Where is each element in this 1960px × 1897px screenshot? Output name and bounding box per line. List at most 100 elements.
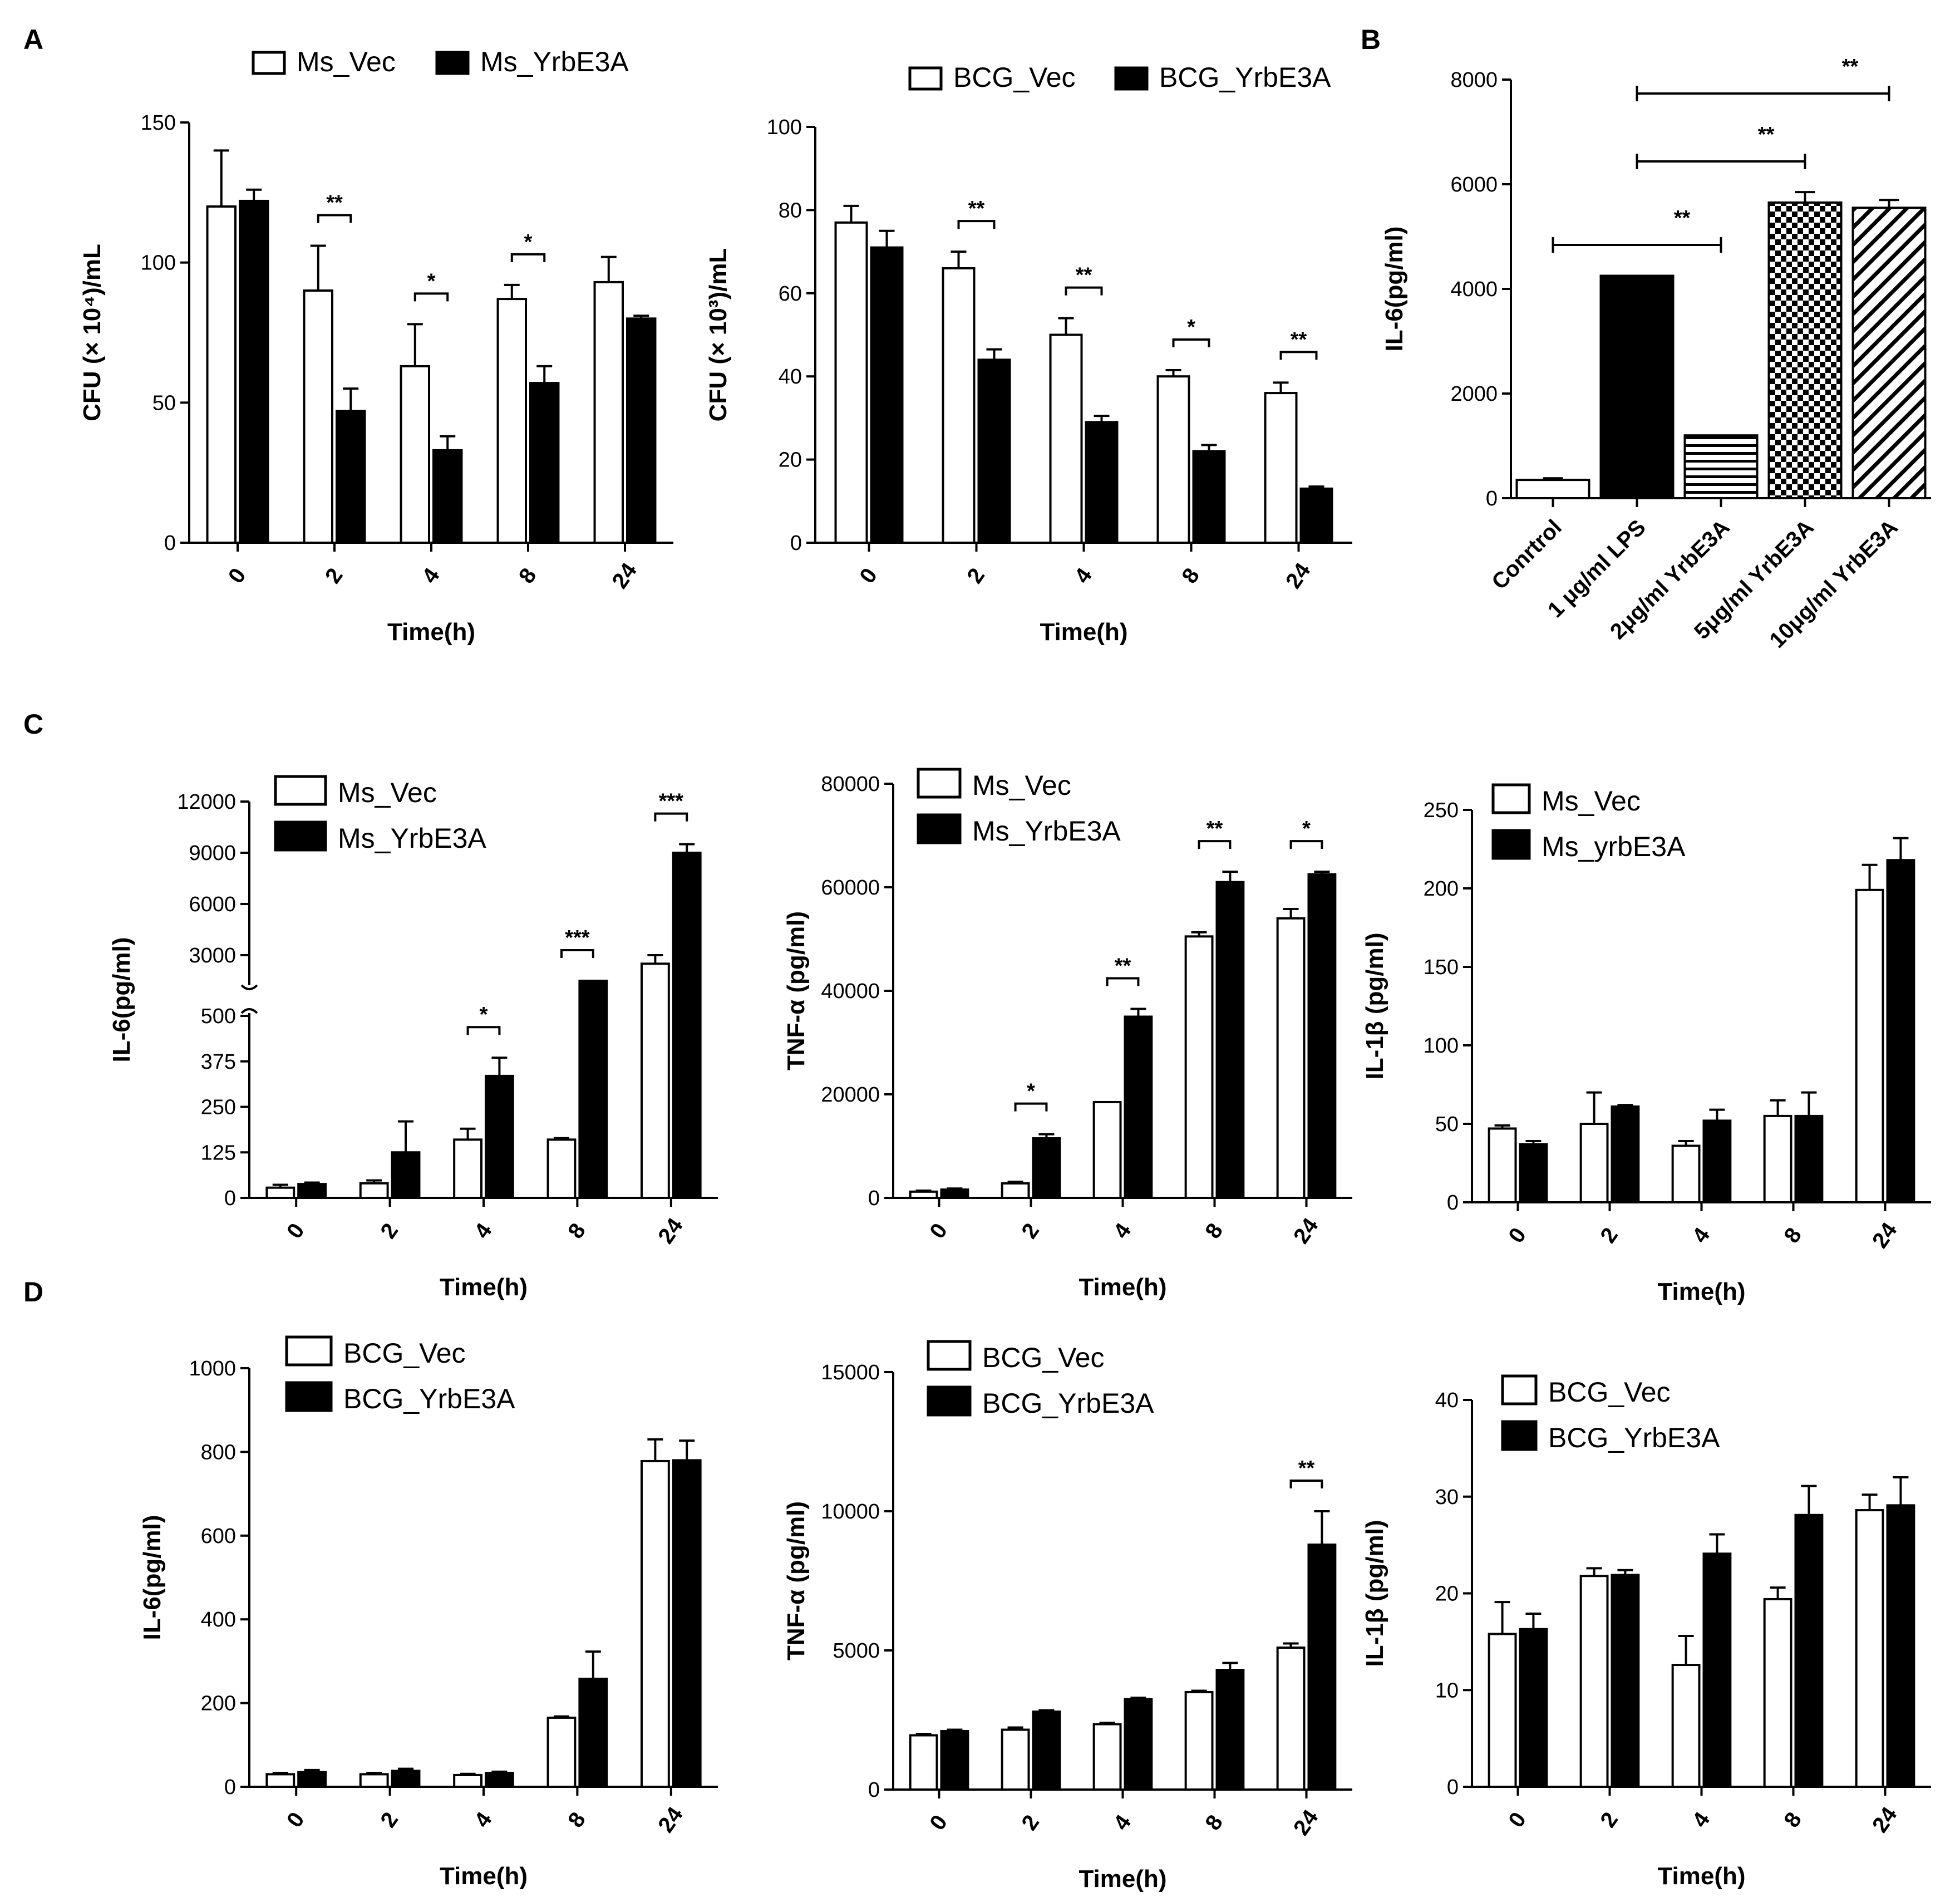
- bar-ms-yrbe3a-24: [626, 317, 657, 544]
- significance-bracket: [1106, 977, 1140, 986]
- legend-swatch: [274, 820, 327, 852]
- bar-2-g-ml-yrbe3a: [1683, 434, 1759, 500]
- y-tick-label: 60: [779, 282, 802, 306]
- x-tick-label: 24: [653, 1213, 688, 1248]
- x-tick-label: 24: [1868, 1218, 1902, 1252]
- significance-bracket: [1636, 154, 1806, 169]
- legend-label: Ms_Vec: [338, 777, 437, 808]
- legend-swatch: [285, 1381, 333, 1412]
- legend-label: BCG_YrbE3A: [343, 1383, 515, 1414]
- bar-ms-vec-2: [1579, 1123, 1609, 1203]
- x-tick-label: 4: [470, 1218, 497, 1243]
- y-tick-label: 0: [1486, 487, 1498, 510]
- y-tick-label: 800: [201, 1441, 236, 1464]
- y-tick-label: 4000: [1450, 278, 1498, 301]
- y-axis-title: IL-1β (pg/ml): [1361, 933, 1388, 1080]
- bar-ms-yrbe3a-4: [485, 1074, 514, 1200]
- x-tick-label: 2: [1017, 1811, 1044, 1835]
- significance-bracket: [1289, 1480, 1323, 1488]
- bar-5-g-ml-yrbe3a: [1767, 201, 1843, 499]
- bar-bcg-vec-24: [640, 1459, 670, 1788]
- significance-bracket: [957, 220, 996, 229]
- x-tick-label: 24: [1868, 1802, 1902, 1837]
- y-tick-label: 10: [1435, 1679, 1459, 1702]
- bar-ms-yrbe3a-0: [239, 199, 269, 544]
- x-axis-title: Time(h): [440, 1862, 528, 1890]
- y-tick-label: 1000: [189, 1357, 236, 1380]
- y-tick-label: 80: [779, 199, 802, 222]
- y-tick-label: 6000: [1450, 173, 1498, 196]
- y-tick-label: 50: [1435, 1113, 1459, 1136]
- bar-ms-yrbe3a-0: [1519, 1143, 1548, 1203]
- bar-bcg-yrbe3a-4: [1124, 1698, 1153, 1791]
- significance-label: **: [1206, 817, 1223, 841]
- legend-label: Ms_YrbE3A: [480, 46, 629, 77]
- y-tick-label: 200: [201, 1692, 236, 1716]
- y-tick-label: 30: [1435, 1486, 1459, 1509]
- y-tick-label: 0: [224, 1187, 236, 1210]
- x-tick-label: 8: [1200, 1219, 1228, 1243]
- significance-bracket: [413, 292, 449, 302]
- x-tick-label: 0: [1504, 1223, 1531, 1247]
- x-axis-title: Time(h): [1657, 1862, 1745, 1890]
- bar-bcg-yrbe3a-24: [1886, 1504, 1915, 1788]
- y-tick-label: 400: [201, 1608, 236, 1631]
- bar-ms-yrbe3a-8: [1215, 881, 1245, 1199]
- legend-label: BCG_YrbE3A: [1548, 1422, 1720, 1453]
- y-tick-label: 0: [164, 532, 176, 555]
- y-tick-label: 12000: [177, 790, 236, 814]
- x-tick-label: 8: [1779, 1808, 1806, 1832]
- bar-ms-yrbe3a-8: [1794, 1114, 1824, 1204]
- y-axis-title: IL-6(pg/ml): [1381, 227, 1408, 352]
- significance-label: **: [1842, 55, 1859, 78]
- significance-label: ***: [565, 926, 590, 950]
- bar-bcg-yrbe3a-4: [485, 1772, 514, 1788]
- significance-bracket: [466, 1026, 501, 1035]
- y-tick-label: 40000: [821, 980, 880, 1003]
- y-axis-title: CFU (× 10³)/mL: [705, 248, 732, 422]
- bar-1-g-ml-lps: [1599, 274, 1675, 499]
- x-tick-label: 24: [607, 558, 642, 593]
- y-tick-label: 0: [790, 532, 802, 555]
- bar-ms-yrbe3a-24: [1307, 873, 1337, 1199]
- bar-bcg-vec-0: [909, 1734, 938, 1791]
- y-tick-label: 500: [201, 1005, 236, 1028]
- y-tick-label: 600: [201, 1525, 236, 1548]
- bar-ms-vec-24: [640, 962, 670, 1200]
- y-tick-label: 20: [779, 449, 802, 472]
- significance-label: **: [1115, 955, 1131, 978]
- x-tick-label: 0: [224, 564, 251, 588]
- significance-label: **: [1298, 1457, 1315, 1480]
- significance-label: ***: [659, 790, 684, 813]
- bar-ms-yrbe3a-4: [1124, 1015, 1153, 1199]
- y-tick-label: 0: [224, 1776, 236, 1799]
- y-tick-label: 20: [1435, 1583, 1459, 1606]
- x-tick-label: 4: [1687, 1807, 1715, 1832]
- y-tick-label: 0: [868, 1778, 880, 1802]
- bar-bcg-vec-4: [1671, 1664, 1701, 1788]
- significance-label: *: [1027, 1080, 1035, 1103]
- legend-swatch: [908, 66, 943, 91]
- x-tick-label: 2: [376, 1808, 403, 1832]
- bar-ms-yrbe3a-4: [1702, 1119, 1732, 1203]
- x-axis-title: Time(h): [440, 1274, 528, 1301]
- significance-label: *: [1187, 316, 1195, 339]
- bar-ms-vec-0: [1488, 1127, 1517, 1203]
- bar-bcg-vec-0: [265, 1773, 296, 1788]
- y-tick-label: 150: [1424, 956, 1459, 979]
- legend-swatch: [435, 51, 470, 75]
- x-tick-label: 24: [1289, 1213, 1323, 1248]
- bar-ms-vec-8: [1184, 935, 1214, 1199]
- bar-bcg-yrbe3a-24: [1307, 1544, 1337, 1791]
- bar-ms-vec-8: [546, 1138, 577, 1199]
- y-tick-label: 15000: [821, 1361, 880, 1384]
- bar-ms-vec-8: [1763, 1114, 1792, 1204]
- bar-ms-yrbe3a-0: [297, 1183, 327, 1199]
- legend-swatch: [1114, 66, 1149, 91]
- y-tick-label: 2000: [1450, 382, 1498, 406]
- bar-ms-yrbe3a-8: [529, 382, 560, 544]
- panel-label: D: [23, 1276, 43, 1308]
